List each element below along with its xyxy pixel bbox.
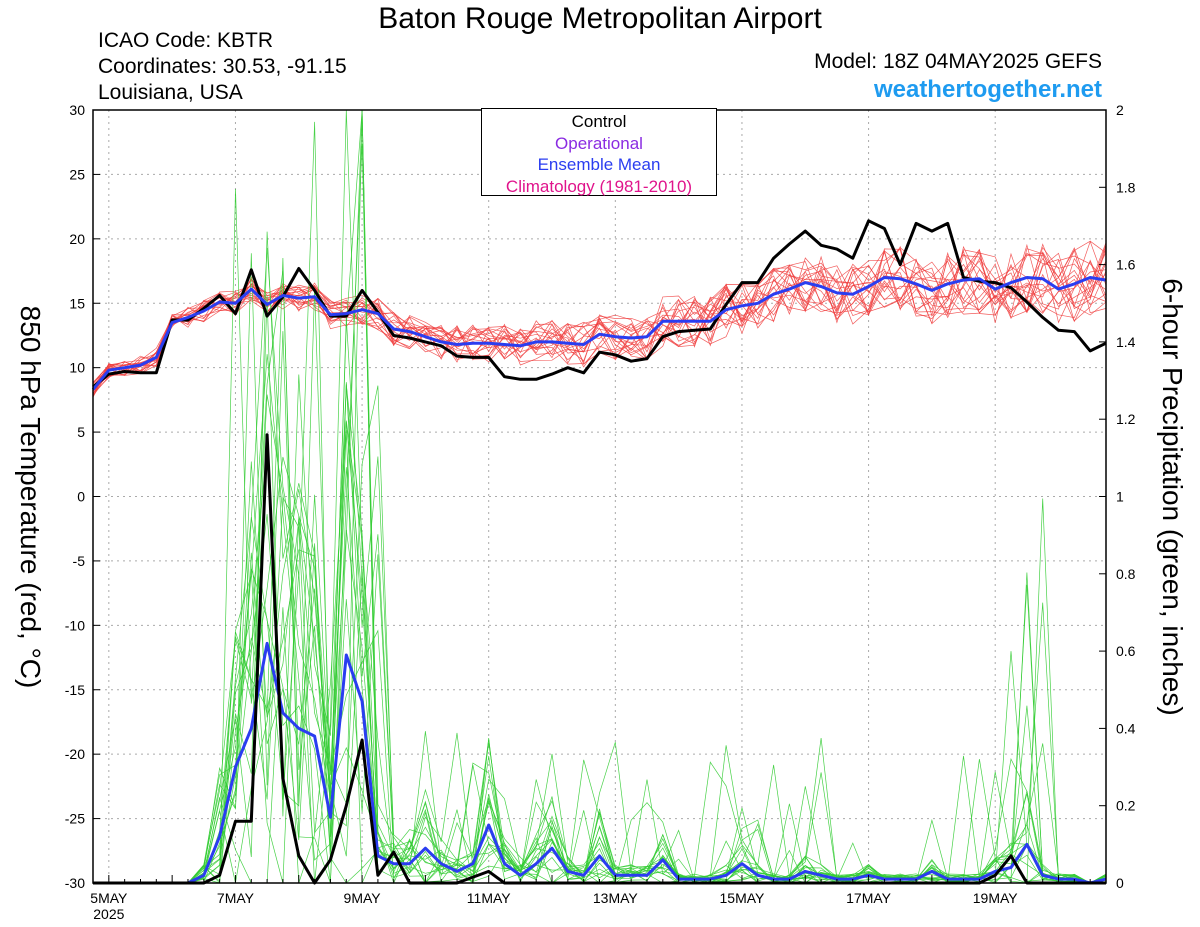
coordinates: Coordinates: 30.53, -91.15	[98, 55, 347, 78]
temp-member-line	[92, 258, 1107, 392]
x-tick-label: 9MAY	[344, 890, 382, 906]
y2-tick-label: 1.2	[1116, 411, 1136, 427]
y-tick-label: -20	[65, 746, 85, 762]
y-tick-label: 5	[77, 424, 85, 440]
x-tick-label: 11MAY	[467, 890, 511, 906]
y-tick-label: 10	[69, 360, 85, 376]
y2-tick-label: 1.8	[1116, 179, 1136, 195]
temp-member-line	[92, 240, 1107, 394]
y-axis-left-label: 850 hPa Temperature (red, °C)	[15, 305, 46, 689]
x-tick-label: 5MAY	[90, 890, 128, 906]
y2-tick-label: 0.4	[1116, 720, 1136, 736]
x-tick-sublabel: 2025	[93, 906, 124, 922]
station-info: ICAO Code: KBTR Coordinates: 30.53, -91.…	[98, 28, 347, 106]
precip-member-line	[93, 143, 1107, 884]
temp-member-line	[92, 245, 1107, 383]
y-tick-label: -10	[65, 617, 85, 633]
legend-operational: Operational	[555, 133, 643, 153]
x-tick-label: 15MAY	[720, 890, 766, 906]
y-tick-label: -15	[65, 682, 85, 698]
y-tick-label: 15	[69, 295, 85, 311]
y-tick-label: -25	[65, 811, 85, 827]
mean-precip-line	[93, 641, 1107, 885]
legend-control: Control	[571, 112, 627, 131]
temp-member-line	[92, 249, 1107, 390]
y2-tick-label: 1.6	[1116, 257, 1136, 273]
icao-code: ICAO Code: KBTR	[98, 29, 274, 52]
y-tick-label: 25	[69, 166, 85, 182]
mean-temp-line	[91, 276, 1107, 391]
page-title: Baton Rouge Metropolitan Airport	[378, 2, 822, 35]
y-tick-label: 0	[77, 489, 85, 505]
y-tick-label: -30	[65, 875, 85, 891]
precip-member-line	[93, 287, 1107, 884]
x-tick-label: 13MAY	[593, 890, 639, 906]
x-tick-label: 17MAY	[846, 890, 892, 906]
y-axis-right-label: 6-hour Precipitation (green, inches)	[1157, 278, 1188, 716]
ensemble-members	[92, 109, 1107, 884]
y-tick-label: 20	[69, 231, 85, 247]
region: Louisiana, USA	[98, 81, 243, 104]
y2-tick-label: 0.8	[1116, 566, 1136, 582]
y2-tick-label: 1	[1116, 489, 1124, 505]
x-tick-label: 19MAY	[973, 890, 1019, 906]
y2-tick-label: 1.4	[1116, 334, 1136, 350]
y2-tick-label: 0.6	[1116, 643, 1136, 659]
precip-member-line	[93, 385, 1107, 884]
y2-tick-label: 0	[1116, 875, 1124, 891]
y-tick-label: 30	[69, 102, 85, 118]
y-tick-label: -5	[73, 553, 86, 569]
precip-member-line	[93, 270, 1107, 884]
precip-member-line	[93, 109, 1107, 884]
legend: Control Operational Ensemble Mean Climat…	[481, 108, 717, 196]
legend-mean: Ensemble Mean	[537, 155, 661, 174]
site-link[interactable]: weathertogether.net	[873, 76, 1102, 103]
y2-tick-label: 0.2	[1116, 798, 1136, 814]
axis-ticks: 302520151050-5-10-15-20-25-3021.81.61.41…	[65, 102, 1136, 922]
legend-climatology: Climatology (1981-2010)	[505, 176, 693, 196]
model-run: Model: 18Z 04MAY2025 GEFS	[814, 50, 1102, 73]
y2-tick-label: 2	[1116, 102, 1124, 118]
x-tick-label: 7MAY	[217, 890, 255, 906]
